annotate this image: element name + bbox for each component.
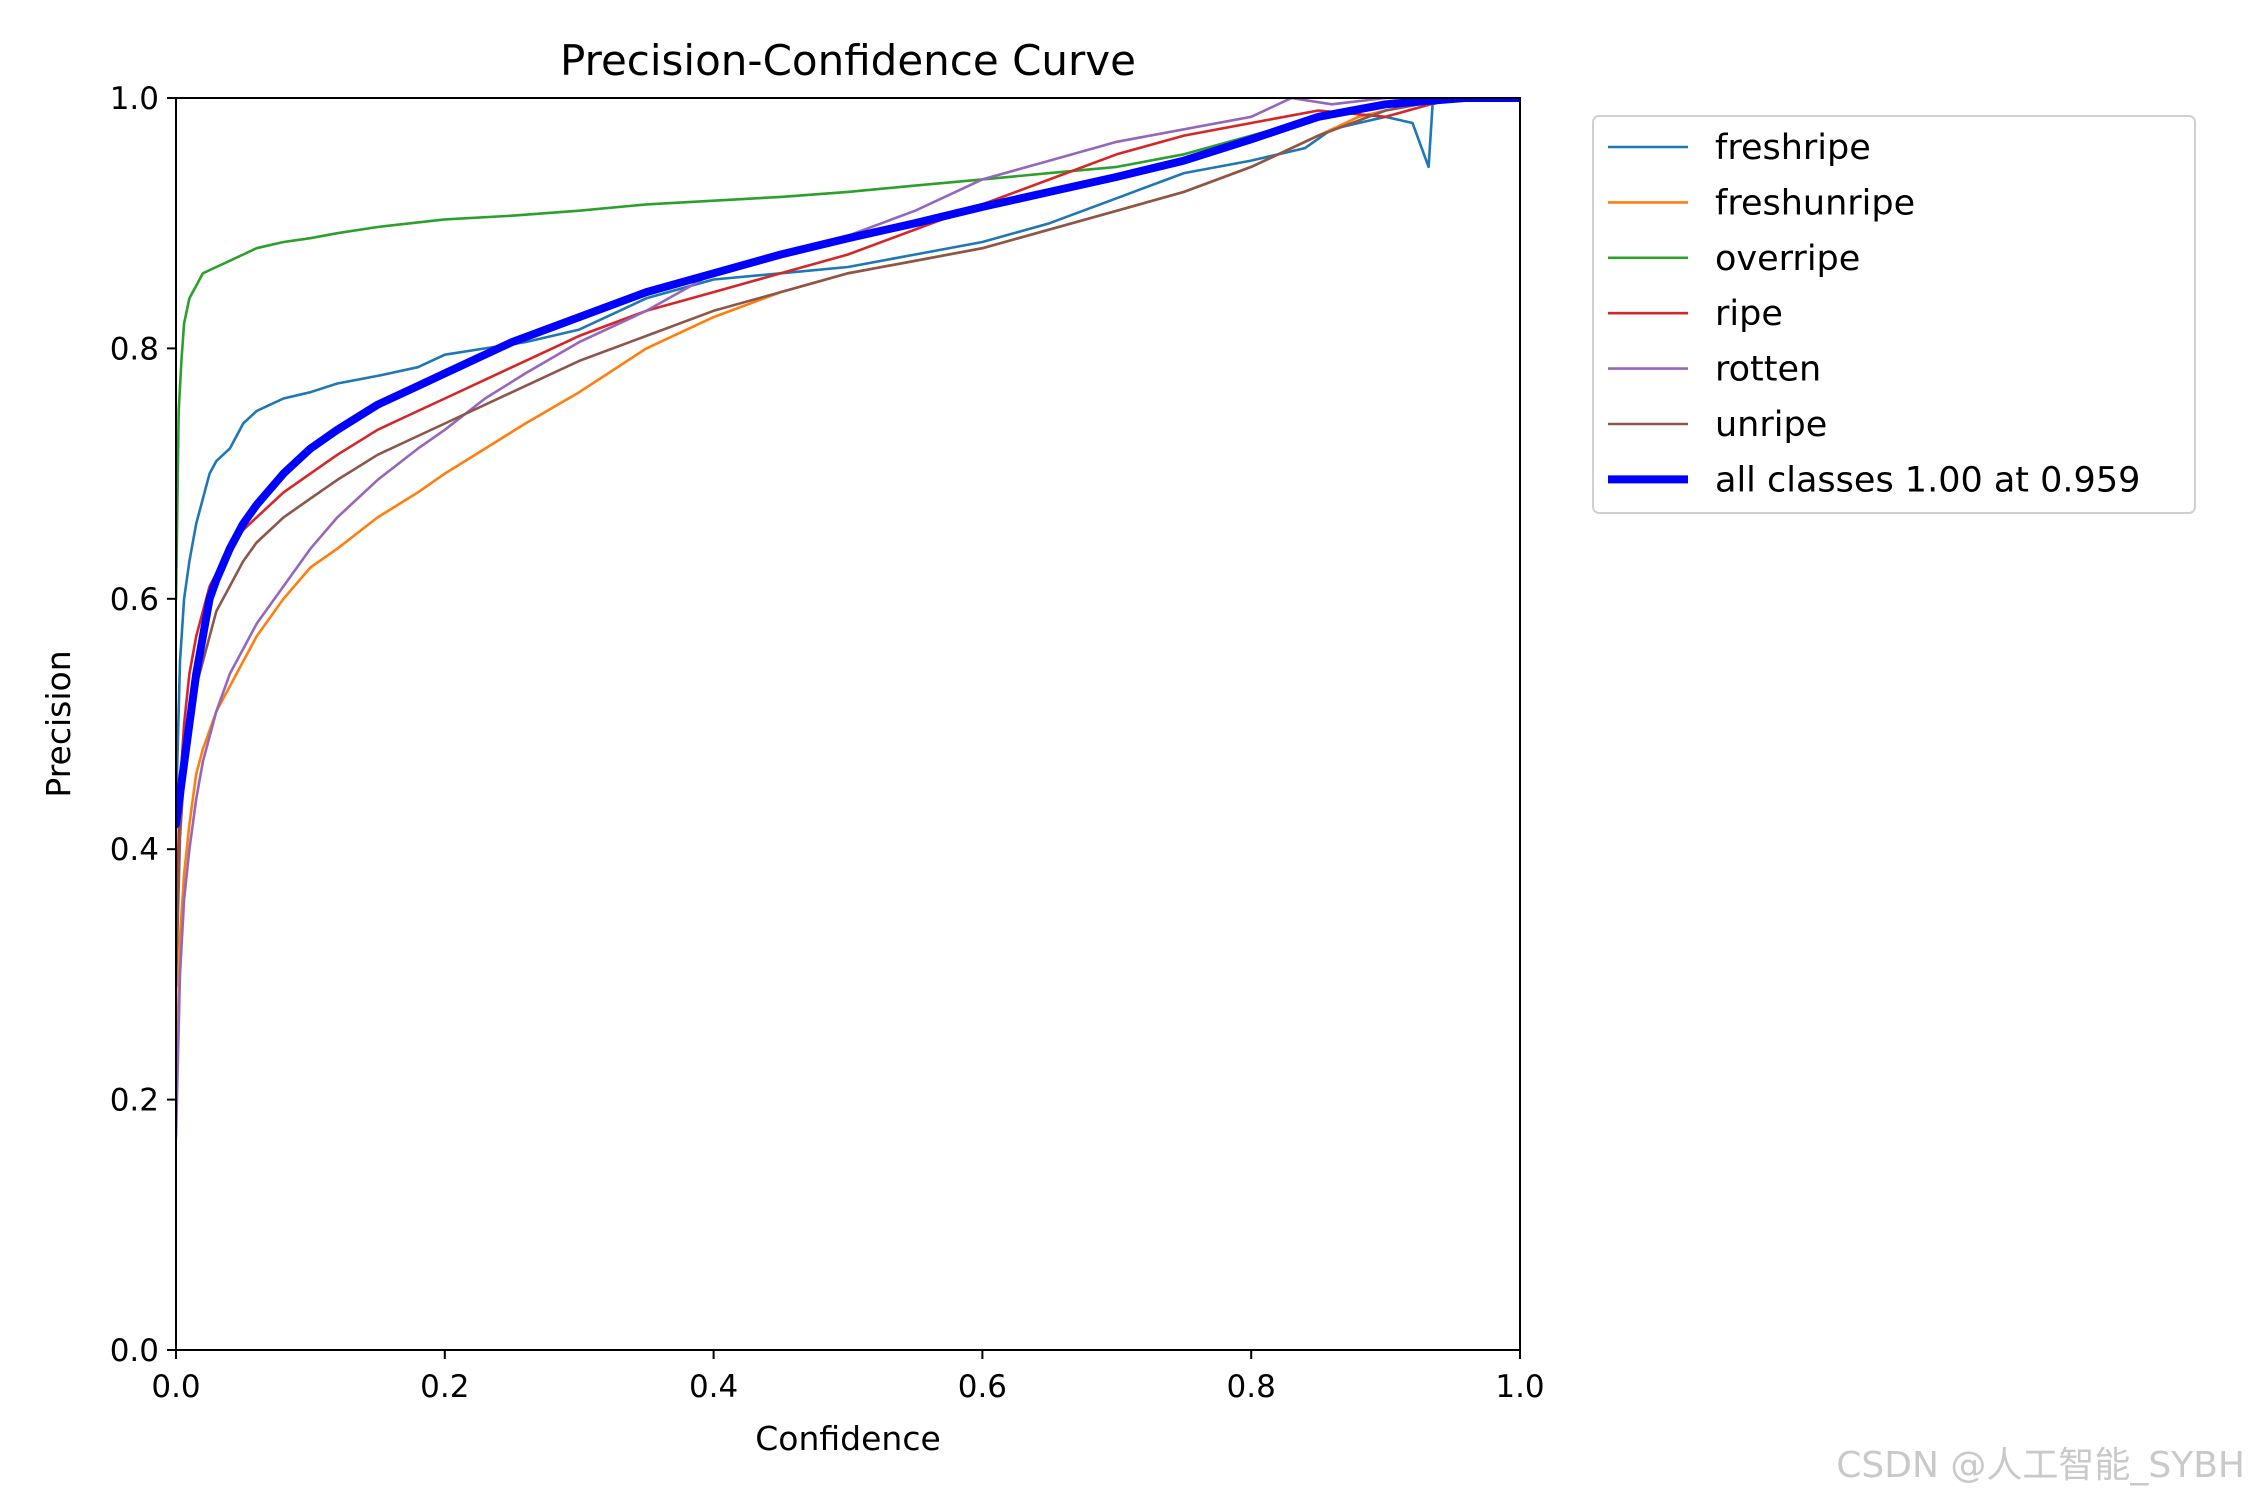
legend-label-unripe: unripe [1715,405,1827,445]
y-tick-label: 0.0 [110,1333,159,1369]
legend-label-overripe: overripe [1715,239,1860,279]
legend-label-freshripe: freshripe [1715,128,1871,168]
y-tick-label: 0.2 [110,1083,159,1119]
chart-title: Precision-Confidence Curve [560,36,1136,85]
x-axis-title: Confidence [755,1419,941,1458]
y-axis-ticks: 0.0 0.2 0.4 0.6 0.8 1.0 [110,81,176,1369]
plot-frame [175,97,1521,1351]
legend-label-ripe: ripe [1715,294,1783,334]
x-axis-ticks: 0.0 0.2 0.4 0.6 0.8 1.0 [151,1350,1545,1405]
y-tick-label: 0.8 [110,331,159,367]
legend-items: freshripe freshunripe overripe ripe rotten un… [1608,128,2140,500]
series-layer [176,98,1520,1139]
x-tick-label: 0.4 [689,1369,738,1405]
watermark-text: CSDN @人工智能_SYBH [1836,1445,2245,1486]
x-tick-label: 0.2 [420,1369,469,1405]
x-tick-label: 0.8 [1227,1369,1276,1405]
legend-label-rotten: rotten [1715,350,1821,390]
legend-label-all: all classes 1.00 at 0.959 [1715,460,2140,500]
legend: freshripe freshunripe overripe ripe rotten un… [1592,115,2196,514]
plot-area [175,97,1521,1351]
legend-box [1592,115,2196,514]
legend-label-freshunripe: freshunripe [1715,183,1915,223]
series-line-unripe [176,98,1520,989]
x-tick-label: 0.0 [151,1369,200,1405]
y-axis-title: Precision [39,650,78,797]
x-tick-label: 1.0 [1495,1369,1544,1405]
series-line-all [176,98,1520,829]
series-line-overripe [176,98,1520,601]
x-tick-label: 0.6 [958,1369,1007,1405]
y-tick-label: 0.6 [110,582,159,618]
y-tick-label: 1.0 [110,81,159,117]
y-tick-label: 0.4 [110,832,159,868]
series-line-rotten [176,98,1520,1139]
